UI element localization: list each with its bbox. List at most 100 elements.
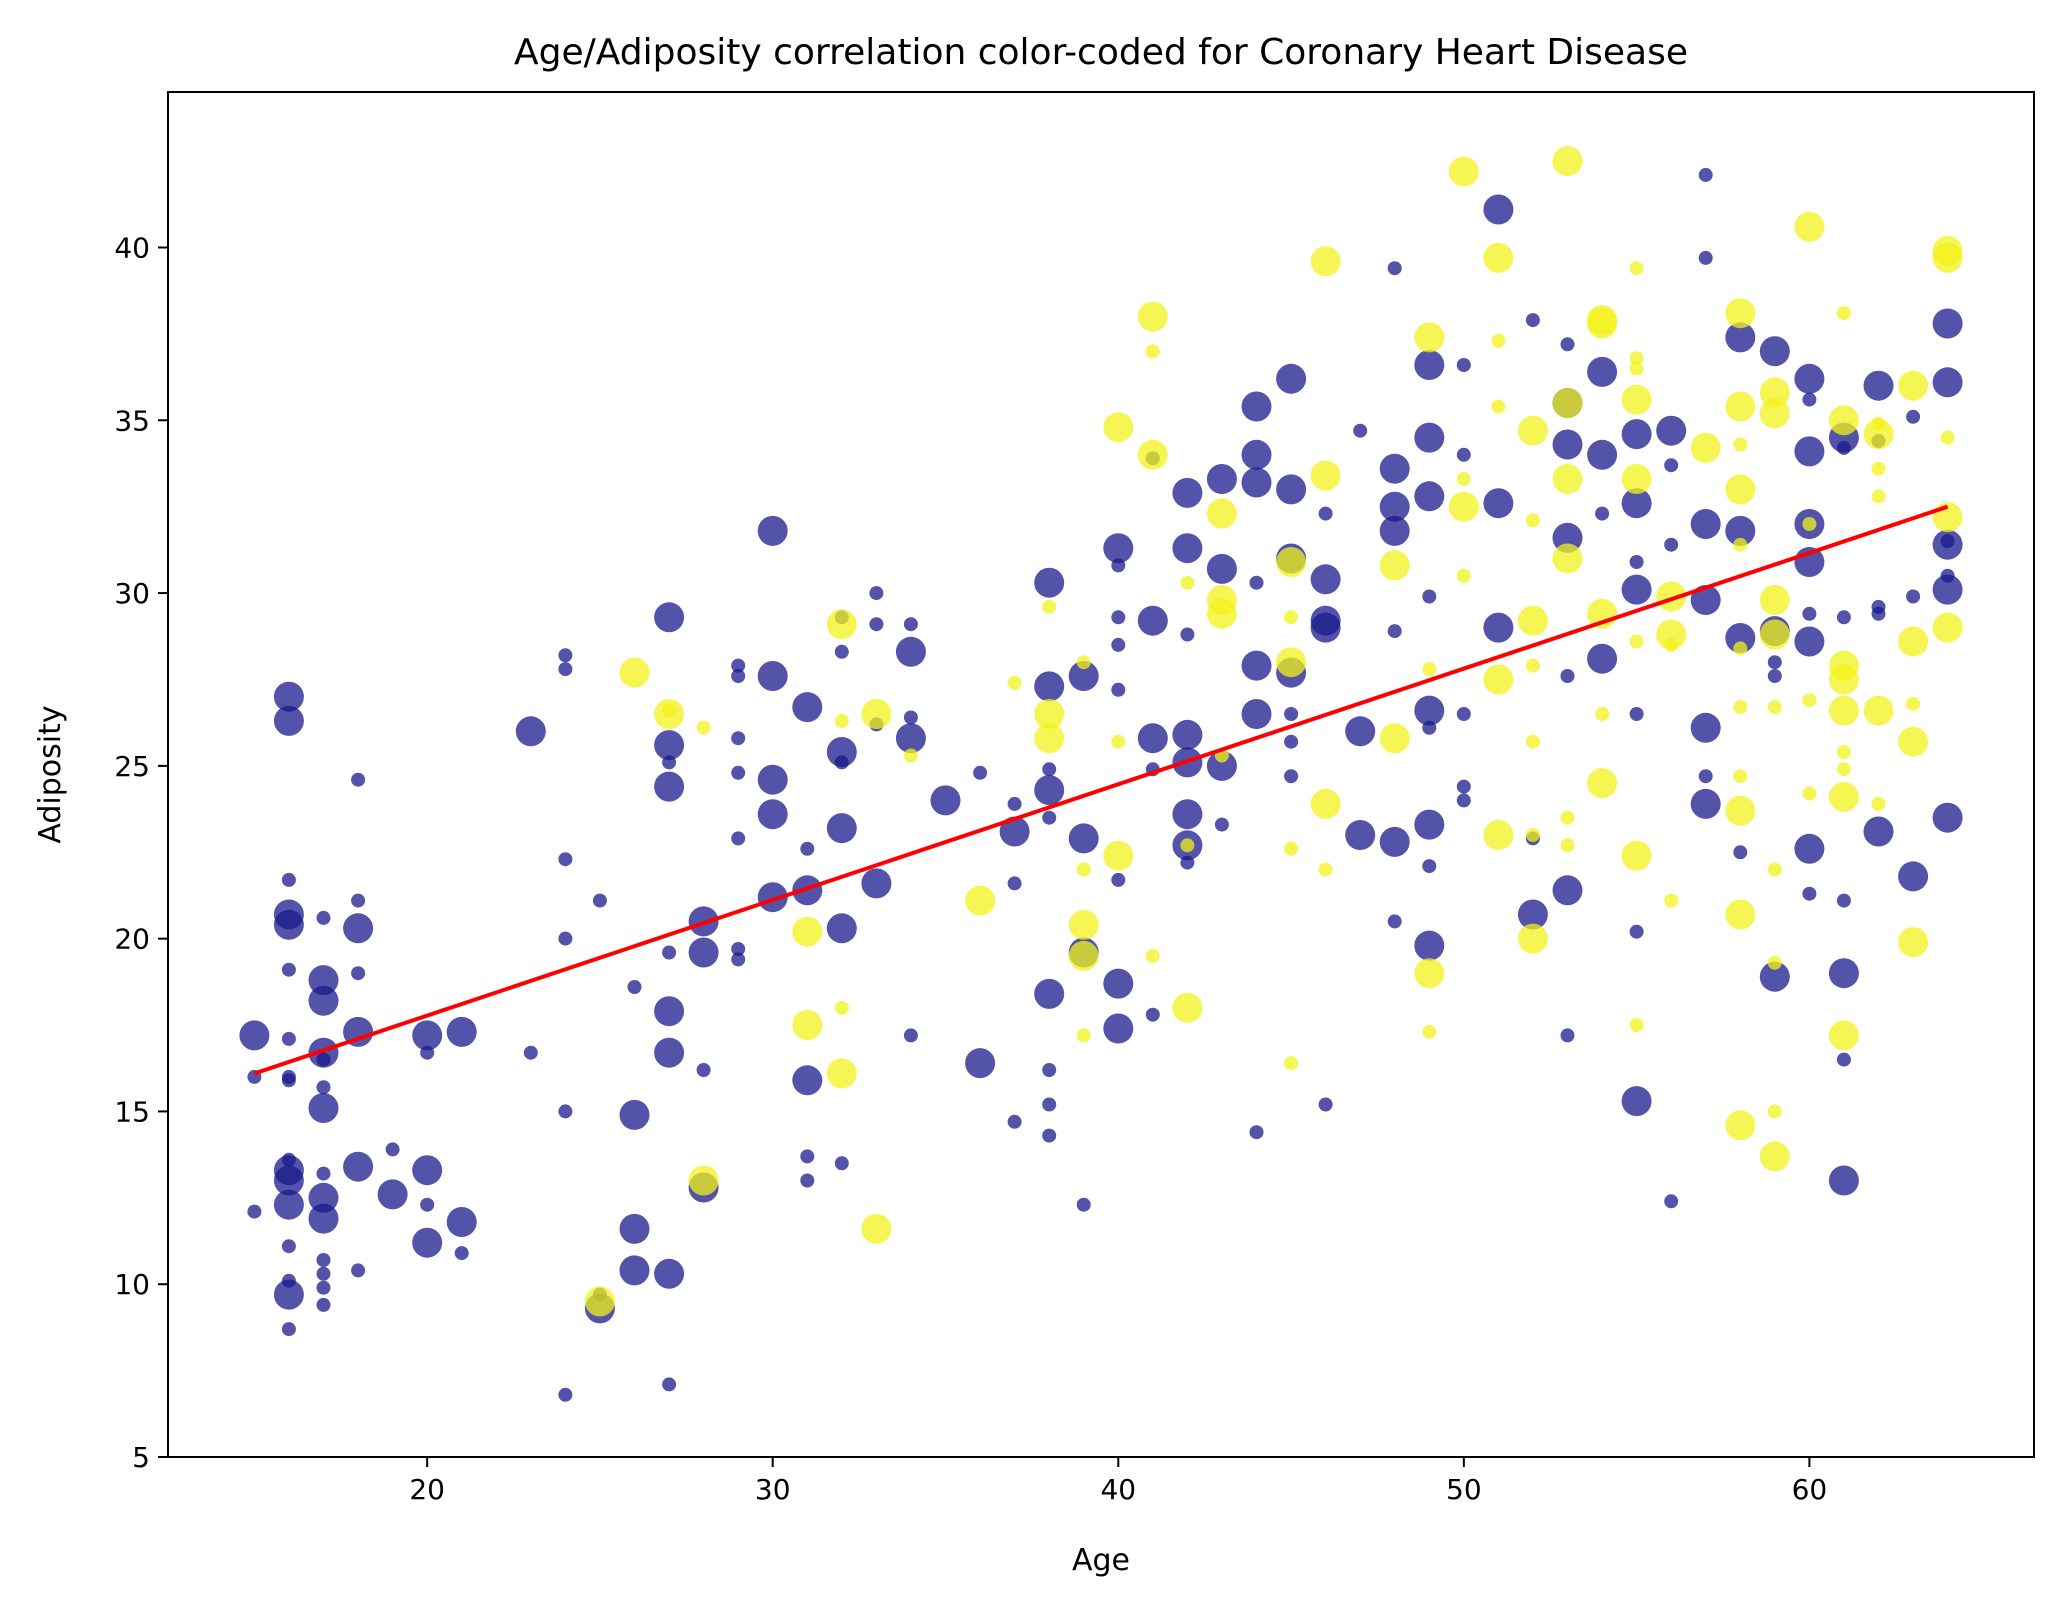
point-chd-yes: [1284, 610, 1299, 625]
point-chd-no: [1629, 707, 1644, 721]
point-chd-no: [1345, 716, 1376, 747]
point-chd-yes: [1725, 1110, 1756, 1141]
point-chd-no: [1802, 606, 1817, 621]
point-chd-yes: [1871, 489, 1886, 504]
point-chd-no: [1214, 817, 1229, 832]
point-chd-yes: [1690, 432, 1721, 463]
point-chd-yes: [1767, 1104, 1782, 1119]
point-chd-yes: [1456, 472, 1471, 486]
point-chd-no: [273, 681, 304, 712]
point-chd-no: [412, 1020, 443, 1051]
point-chd-no: [1284, 707, 1299, 721]
point-chd-yes: [834, 713, 849, 728]
point-chd-no: [1906, 409, 1921, 424]
point-chd-no: [1794, 363, 1825, 394]
point-chd-no: [1932, 574, 1963, 605]
point-chd-no: [1483, 612, 1514, 643]
point-chd-no: [627, 980, 642, 994]
point-chd-no: [351, 966, 366, 981]
point-chd-no: [351, 1263, 366, 1278]
point-chd-no: [800, 1149, 815, 1164]
x-tick-label: 50: [1446, 1473, 1482, 1506]
point-chd-no: [1932, 367, 1963, 398]
point-chd-yes: [1898, 370, 1929, 401]
point-chd-no: [1103, 533, 1134, 564]
point-chd-no: [1042, 1128, 1057, 1143]
x-tick-label: 60: [1792, 1473, 1828, 1506]
point-chd-no: [1836, 610, 1851, 625]
point-chd-no: [1621, 574, 1652, 605]
point-chd-yes: [1525, 828, 1540, 842]
point-chd-no: [1552, 429, 1583, 460]
point-chd-no: [654, 1258, 685, 1289]
point-chd-no: [308, 1203, 339, 1234]
point-chd-no: [1241, 467, 1272, 498]
point-chd-no: [903, 710, 918, 725]
point-chd-no: [1276, 474, 1307, 505]
point-chd-no: [316, 1166, 331, 1181]
point-chd-no: [558, 1387, 573, 1402]
point-chd-no: [1587, 439, 1618, 470]
point-chd-yes: [1725, 391, 1756, 422]
point-chd-no: [1759, 336, 1790, 367]
point-chd-no: [688, 937, 719, 968]
point-chd-yes: [1379, 550, 1410, 581]
point-chd-no: [454, 1246, 469, 1261]
point-chd-yes: [1422, 662, 1437, 677]
point-chd-no: [654, 1037, 685, 1068]
point-chd-yes: [1552, 388, 1583, 418]
point-chd-no: [1318, 1097, 1333, 1112]
point-chd-yes: [1898, 726, 1929, 757]
point-chd-no: [420, 1045, 435, 1060]
point-chd-yes: [1733, 641, 1748, 656]
point-chd-yes: [1759, 398, 1790, 429]
point-chd-yes: [826, 609, 857, 640]
point-chd-no: [903, 617, 918, 632]
point-chd-no: [1621, 488, 1652, 519]
point-chd-yes: [1629, 1018, 1644, 1032]
point-chd-no: [1560, 337, 1575, 352]
point-chd-yes: [965, 885, 996, 916]
point-chd-no: [895, 723, 926, 754]
point-chd-yes: [1932, 502, 1963, 533]
point-chd-no: [1414, 695, 1445, 726]
point-chd-no: [308, 985, 339, 1016]
point-chd-no: [1034, 775, 1065, 806]
point-chd-no: [757, 882, 788, 913]
point-chd-no: [273, 1279, 304, 1310]
point-chd-no: [792, 1065, 823, 1096]
point-chd-no: [1759, 961, 1790, 992]
point-chd-no: [281, 1073, 296, 1088]
point-chd-yes: [1318, 862, 1333, 877]
point-chd-no: [281, 1239, 296, 1254]
point-chd-no: [1034, 978, 1065, 1009]
point-chd-no: [1656, 415, 1687, 446]
point-chd-no: [1906, 589, 1921, 604]
point-chd-yes: [1422, 1024, 1437, 1039]
point-chd-yes: [1068, 909, 1099, 940]
point-chd-no: [1387, 624, 1402, 639]
point-chd-no: [1172, 719, 1203, 750]
point-chd-no: [731, 658, 746, 673]
point-chd-yes: [1863, 419, 1894, 450]
point-chd-yes: [1629, 351, 1644, 366]
point-chd-yes: [1932, 612, 1963, 643]
point-chd-yes: [1595, 707, 1610, 721]
point-chd-no: [903, 1028, 918, 1043]
point-chd-yes: [1076, 655, 1091, 670]
point-chd-no: [1552, 875, 1583, 906]
point-chd-yes: [1310, 246, 1341, 277]
point-chd-no: [1034, 567, 1065, 598]
point-chd-no: [316, 1266, 331, 1281]
point-chd-no: [1525, 313, 1540, 328]
point-chd-no: [800, 1173, 815, 1188]
point-chd-no: [316, 1080, 331, 1095]
point-chd-yes: [1525, 658, 1540, 673]
point-chd-yes: [1725, 795, 1756, 826]
point-chd-no: [1145, 1007, 1160, 1022]
point-chd-yes: [1034, 699, 1065, 729]
point-chd-no: [1898, 861, 1929, 892]
point-chd-no: [239, 1020, 270, 1051]
point-chd-no: [1863, 816, 1894, 847]
point-chd-yes: [1525, 734, 1540, 749]
